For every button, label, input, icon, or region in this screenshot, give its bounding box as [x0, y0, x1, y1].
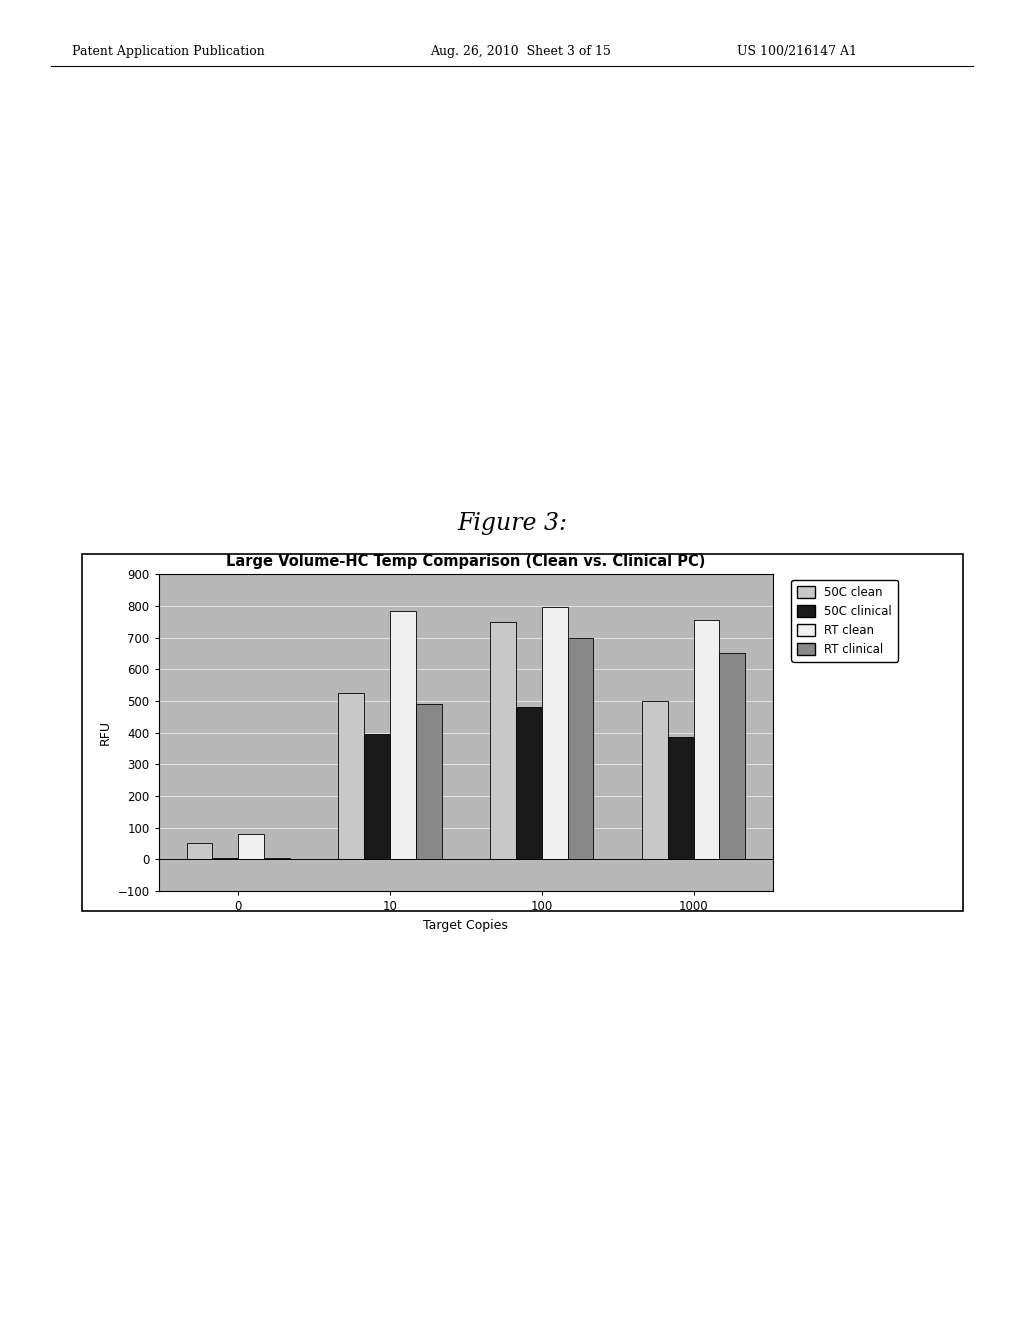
- Text: Figure 3:: Figure 3:: [457, 512, 567, 535]
- Bar: [239, 834, 264, 859]
- Bar: [516, 708, 542, 859]
- Text: US 100/216147 A1: US 100/216147 A1: [737, 45, 857, 58]
- Bar: [365, 734, 390, 859]
- Y-axis label: RFU: RFU: [99, 721, 112, 744]
- Legend: 50C clean, 50C clinical, RT clean, RT clinical: 50C clean, 50C clinical, RT clean, RT cl…: [792, 579, 898, 661]
- Text: Patent Application Publication: Patent Application Publication: [72, 45, 264, 58]
- Bar: [542, 607, 567, 859]
- Bar: [390, 611, 416, 859]
- Bar: [490, 622, 516, 859]
- Bar: [693, 620, 720, 859]
- Bar: [567, 638, 594, 859]
- X-axis label: Target Copies: Target Copies: [424, 919, 508, 932]
- Bar: [416, 704, 441, 859]
- Bar: [338, 693, 365, 859]
- Title: Large Volume-HC Temp Comparison (Clean vs. Clinical PC): Large Volume-HC Temp Comparison (Clean v…: [226, 554, 706, 569]
- Bar: [642, 701, 668, 859]
- Bar: [264, 858, 290, 859]
- Bar: [186, 843, 212, 859]
- Bar: [668, 738, 693, 859]
- Text: Aug. 26, 2010  Sheet 3 of 15: Aug. 26, 2010 Sheet 3 of 15: [430, 45, 611, 58]
- Bar: [720, 653, 745, 859]
